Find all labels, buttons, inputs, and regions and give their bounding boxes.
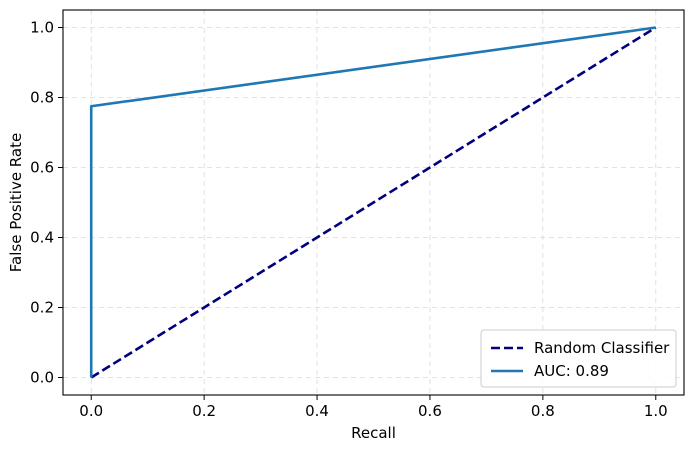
y-tick-label: 0.0 xyxy=(30,369,54,387)
legend-label: AUC: 0.89 xyxy=(534,362,609,380)
x-axis-label: Recall xyxy=(351,424,396,442)
series-line xyxy=(90,26,657,379)
x-tick-label: 1.0 xyxy=(644,402,668,420)
series-line xyxy=(89,26,656,378)
y-tick-label: 0.2 xyxy=(30,299,54,317)
axis-ticks: 0.0 0.2 0.4 0.6 0.8 1.0 0.0 0.2 0.4 0.6 0.8 1.0 xyxy=(30,19,668,421)
series-lines xyxy=(89,26,657,379)
x-tick-label: 0.0 xyxy=(79,402,103,420)
plot-frame xyxy=(62,9,685,396)
y-tick-label: 1.0 xyxy=(30,19,54,37)
y-axis-label: False Positive Rate xyxy=(7,133,25,272)
x-tick-label: 0.6 xyxy=(418,402,442,420)
x-tick-label: 0.4 xyxy=(305,402,329,420)
legend-box xyxy=(480,329,677,388)
y-tick-label: 0.4 xyxy=(30,229,54,247)
grid xyxy=(63,10,684,395)
y-tick-label: 0.6 xyxy=(30,159,54,177)
x-tick-label: 0.8 xyxy=(531,402,555,420)
legend-label: Random Classifier xyxy=(534,339,670,357)
x-tick-label: 0.2 xyxy=(192,402,216,420)
legend: Random Classifier AUC: 0.89 xyxy=(480,329,677,388)
y-tick-label: 0.8 xyxy=(30,89,54,107)
